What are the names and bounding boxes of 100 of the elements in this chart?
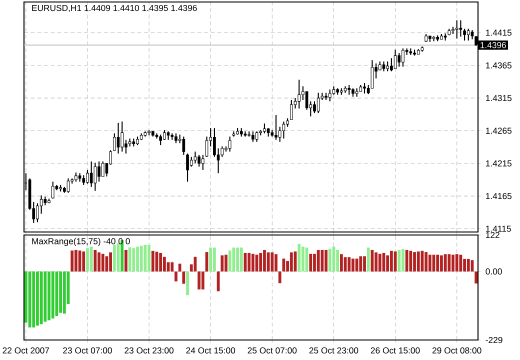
candlestick — [174, 132, 178, 144]
bar — [444, 254, 447, 272]
bar — [62, 271, 66, 314]
candlestick — [201, 154, 204, 170]
bar — [36, 271, 39, 326]
x-tick-label: 23 Oct 23:00 — [124, 347, 174, 354]
candlestick — [66, 178, 70, 194]
candlestick — [98, 160, 100, 182]
bar — [416, 251, 420, 272]
bar — [336, 250, 340, 272]
bar — [224, 254, 228, 272]
candlestick — [51, 181, 54, 200]
bar — [59, 271, 62, 313]
bar — [440, 255, 443, 272]
bar — [182, 271, 186, 284]
bar — [405, 250, 408, 272]
candlestick — [298, 79, 301, 110]
bar — [278, 271, 282, 284]
candlestick — [186, 153, 189, 182]
y-tick-label: 1.4315 — [486, 94, 512, 102]
bar — [402, 249, 404, 272]
y-tick-label: 1.4165 — [486, 193, 512, 200]
bar — [386, 255, 390, 272]
candlestick — [290, 99, 293, 120]
bar — [340, 254, 343, 272]
bar — [398, 250, 401, 272]
bar — [178, 264, 182, 272]
x-tick-label: 23 Oct 07:00 — [63, 347, 112, 354]
bar — [120, 240, 124, 272]
candlestick — [205, 136, 208, 158]
bar — [201, 271, 204, 290]
candlestick — [398, 52, 401, 68]
candlestick — [74, 172, 78, 182]
bar — [32, 271, 36, 328]
bar — [112, 244, 116, 272]
y-tick-label: 1.4115 — [486, 226, 511, 232]
candlestick — [120, 121, 124, 152]
bar — [313, 254, 316, 272]
bar — [413, 252, 416, 272]
candlestick — [463, 28, 466, 42]
candlestick — [394, 49, 397, 70]
bar — [228, 250, 232, 272]
candlestick — [455, 20, 458, 40]
bar — [290, 252, 293, 272]
bar — [263, 250, 266, 272]
y-tick-label: 122 — [486, 232, 500, 238]
y-tick-label: -229 — [486, 336, 502, 344]
bar — [320, 250, 324, 272]
candlestick — [390, 58, 393, 72]
candlestick — [282, 121, 286, 140]
candlestick — [194, 151, 197, 164]
candlestick — [402, 48, 404, 68]
bar — [363, 256, 366, 272]
bar — [109, 252, 112, 272]
candlestick — [348, 84, 351, 96]
bar — [82, 251, 86, 272]
x-tick-label: 22 Oct 2007 — [2, 347, 50, 354]
bar — [174, 271, 178, 282]
bar — [366, 248, 370, 272]
bar — [132, 248, 136, 272]
candlestick — [163, 130, 166, 140]
bar — [309, 254, 312, 272]
bar — [170, 262, 174, 272]
x-tick-label: 24 Oct 15:00 — [186, 347, 236, 354]
bar — [328, 248, 332, 272]
bar — [474, 271, 478, 284]
candlestick — [466, 28, 470, 42]
y-tick-label: 1.4215 — [486, 160, 512, 166]
bar — [324, 250, 328, 272]
bar — [140, 246, 143, 272]
bar — [186, 271, 189, 296]
candlestick — [363, 82, 366, 94]
candlestick — [316, 92, 320, 114]
candlestick — [252, 130, 254, 142]
bar — [248, 252, 251, 272]
bar — [236, 248, 239, 272]
candlestick — [263, 122, 266, 134]
candlestick — [86, 169, 89, 184]
bar — [94, 250, 97, 272]
ref-line-label: 1.4396 — [480, 42, 506, 48]
candlestick — [182, 136, 186, 156]
bar — [448, 254, 451, 272]
bar — [44, 271, 47, 322]
x-tick-label: 25 Oct 23:00 — [309, 347, 358, 354]
y-tick-label: 0.00 — [486, 268, 502, 275]
bar — [428, 254, 432, 272]
bar — [101, 254, 104, 272]
candlestick — [213, 128, 216, 158]
bar — [355, 258, 358, 272]
bar — [128, 247, 132, 272]
bar — [409, 250, 412, 272]
bar — [348, 257, 351, 272]
bar — [40, 271, 43, 324]
bar — [455, 254, 458, 272]
candlestick — [36, 202, 39, 223]
bar — [162, 256, 166, 272]
bar — [463, 258, 466, 272]
x-tick-label: 25 Oct 07:00 — [248, 347, 297, 354]
bar — [136, 246, 139, 272]
bar — [220, 255, 224, 272]
